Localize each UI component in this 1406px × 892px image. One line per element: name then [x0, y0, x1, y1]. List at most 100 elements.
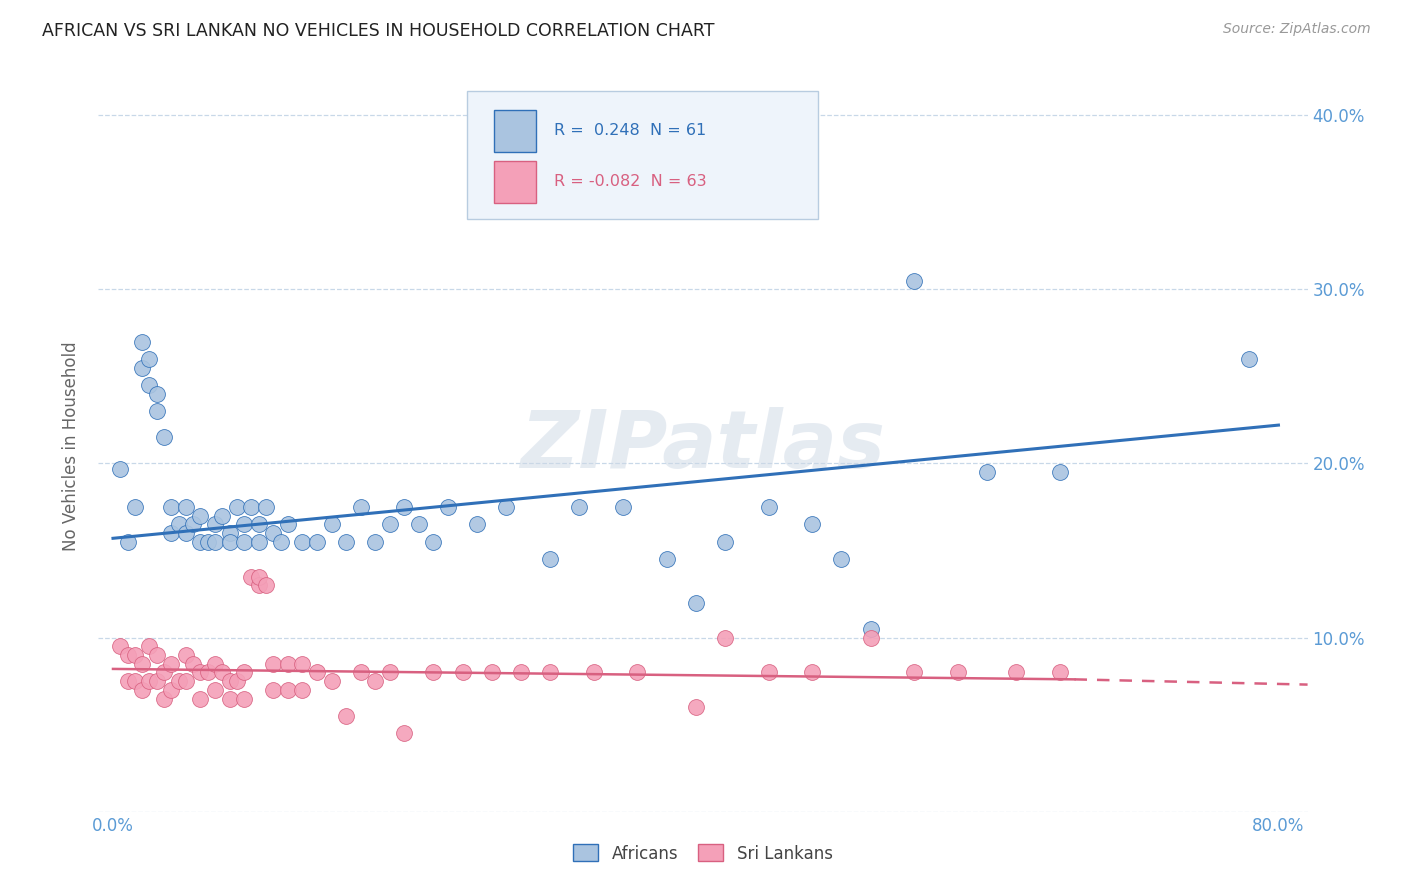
Point — [138, 351, 160, 366]
Point — [262, 657, 284, 671]
Point — [153, 691, 176, 706]
Point — [859, 631, 882, 645]
Point — [394, 726, 416, 740]
Point — [262, 682, 284, 697]
Point — [270, 534, 292, 549]
Point — [364, 534, 387, 549]
Point — [976, 465, 998, 479]
Point — [233, 665, 256, 680]
Point — [240, 500, 263, 514]
FancyBboxPatch shape — [494, 110, 536, 152]
Point — [903, 665, 925, 680]
Point — [153, 665, 176, 680]
Point — [626, 665, 648, 680]
Point — [204, 517, 226, 532]
Text: R = -0.082  N = 63: R = -0.082 N = 63 — [554, 175, 707, 189]
Point — [305, 534, 328, 549]
Point — [903, 274, 925, 288]
Point — [321, 674, 343, 689]
Legend: Africans, Sri Lankans: Africans, Sri Lankans — [567, 838, 839, 869]
Y-axis label: No Vehicles in Household: No Vehicles in Household — [62, 341, 80, 551]
Point — [859, 622, 882, 636]
Point — [204, 657, 226, 671]
Point — [117, 674, 139, 689]
Point — [1005, 665, 1028, 680]
Point — [830, 552, 852, 566]
Point — [378, 665, 401, 680]
Point — [211, 665, 233, 680]
Point — [138, 674, 160, 689]
Text: ZIPatlas: ZIPatlas — [520, 407, 886, 485]
Point — [437, 500, 460, 514]
Point — [204, 534, 226, 549]
Point — [262, 526, 284, 541]
Point — [509, 665, 531, 680]
Point — [1049, 665, 1071, 680]
Point — [233, 691, 256, 706]
Point — [582, 665, 605, 680]
Point — [197, 665, 219, 680]
Point — [1049, 465, 1071, 479]
Point — [124, 500, 146, 514]
Point — [197, 534, 219, 549]
Point — [291, 657, 314, 671]
Point — [1239, 351, 1261, 366]
Point — [218, 674, 240, 689]
Point — [225, 674, 247, 689]
Point — [174, 648, 197, 662]
Point — [117, 534, 139, 549]
Point — [422, 665, 444, 680]
Point — [131, 334, 153, 349]
Point — [247, 534, 270, 549]
Text: Source: ZipAtlas.com: Source: ZipAtlas.com — [1223, 22, 1371, 37]
Point — [145, 674, 167, 689]
Point — [254, 578, 277, 592]
Point — [277, 657, 299, 671]
Point — [714, 631, 737, 645]
Point — [145, 648, 167, 662]
Point — [714, 534, 737, 549]
Point — [167, 674, 190, 689]
Point — [350, 665, 373, 680]
Point — [110, 461, 132, 475]
FancyBboxPatch shape — [494, 161, 536, 203]
Point — [655, 552, 678, 566]
Point — [117, 648, 139, 662]
Point — [247, 517, 270, 532]
Point — [160, 682, 183, 697]
Point — [568, 500, 591, 514]
Point — [131, 657, 153, 671]
Point — [138, 640, 160, 654]
Point — [174, 674, 197, 689]
Point — [247, 569, 270, 583]
Point — [225, 500, 247, 514]
Point — [538, 665, 561, 680]
Point — [291, 534, 314, 549]
Point — [335, 709, 357, 723]
Point — [758, 665, 780, 680]
Point — [685, 700, 707, 714]
Text: AFRICAN VS SRI LANKAN NO VEHICLES IN HOUSEHOLD CORRELATION CHART: AFRICAN VS SRI LANKAN NO VEHICLES IN HOU… — [42, 22, 714, 40]
Point — [364, 674, 387, 689]
Point — [160, 657, 183, 671]
Point — [181, 657, 204, 671]
Point — [378, 517, 401, 532]
Point — [422, 534, 444, 549]
Point — [321, 517, 343, 532]
Point — [218, 526, 240, 541]
Point — [801, 517, 824, 532]
Point — [218, 534, 240, 549]
Point — [190, 691, 212, 706]
Point — [240, 569, 263, 583]
Point — [181, 517, 204, 532]
Point — [495, 500, 517, 514]
Point — [233, 517, 256, 532]
Point — [335, 534, 357, 549]
Point — [131, 360, 153, 375]
Point — [305, 665, 328, 680]
Point — [247, 578, 270, 592]
Point — [131, 682, 153, 697]
Point — [153, 430, 176, 444]
Point — [145, 404, 167, 418]
Point — [801, 665, 824, 680]
